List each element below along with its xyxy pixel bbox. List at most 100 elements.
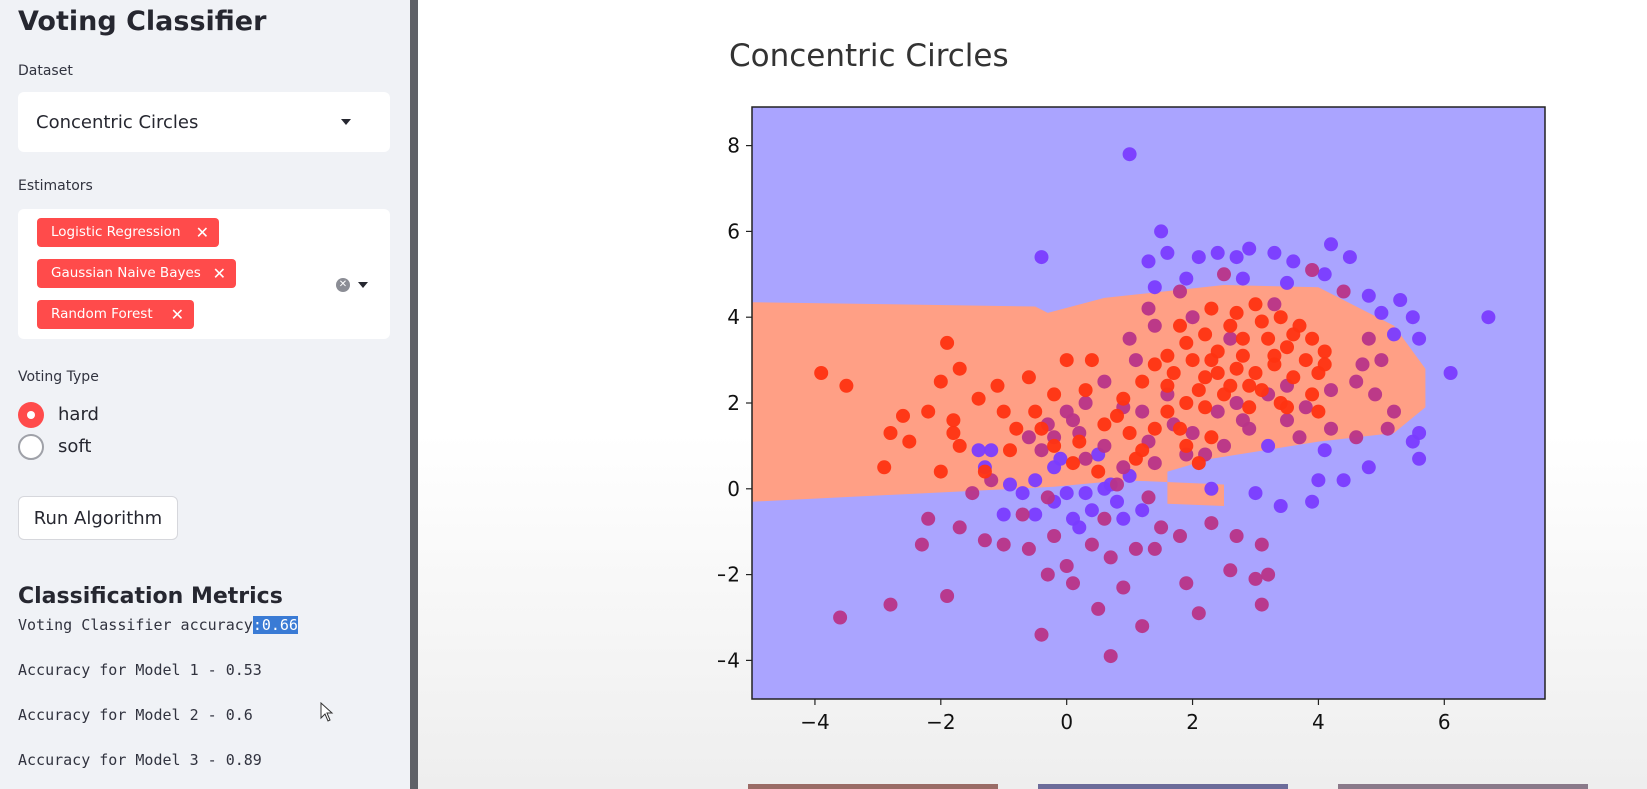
radio-soft-label[interactable]: soft [58,436,92,457]
data-point [1229,396,1244,410]
data-point [1204,430,1219,445]
chevron-down-icon[interactable] [358,282,368,288]
data-point [1273,310,1288,325]
data-point [1135,374,1150,389]
y-tick-label: 6 [727,219,740,243]
data-point [1387,327,1401,342]
data-point [1034,443,1049,458]
data-point [1317,357,1332,372]
x-tick-label: 6 [1438,710,1451,734]
data-point [1084,503,1099,518]
data-point [1059,486,1074,501]
data-point [1078,451,1093,466]
data-point [1021,541,1036,556]
data-point [1374,353,1389,368]
estimators-multiselect[interactable]: Logistic Regression ✕ Gaussian Naive Bay… [18,209,390,339]
data-point [1191,383,1206,398]
data-point [1204,481,1219,496]
data-point [1059,353,1074,368]
data-point [1078,396,1093,410]
data-point [1103,649,1118,664]
clear-icon[interactable]: ✕ [336,278,350,292]
x-tick-label: 0 [1060,710,1073,734]
data-point [1078,486,1093,501]
data-point [1368,387,1383,402]
data-point [1141,301,1156,316]
data-point [1034,627,1049,642]
data-point [1160,378,1175,393]
data-point [839,378,854,393]
data-point [1267,297,1282,312]
data-point [952,438,967,453]
data-point [1091,464,1106,479]
data-point [1380,421,1395,436]
data-point [1280,340,1294,355]
x-tick-label: 2 [1186,710,1199,734]
data-point [984,443,999,458]
x-tick-label: 4 [1312,710,1325,734]
data-point [896,408,910,423]
data-point [971,443,986,458]
data-point [1242,241,1257,256]
data-point [1267,348,1282,363]
data-point [1173,421,1187,436]
main-area: Concentric Circles −4 −2 0 2 4 6 −4 −2 0 2 4 6 8 [418,0,1647,789]
data-point [1015,486,1030,501]
data-point [1223,563,1238,578]
data-point [1254,314,1269,329]
radio-hard-label[interactable]: hard [58,404,99,425]
data-point [1204,301,1219,316]
close-icon[interactable]: ✕ [195,223,209,242]
data-point [1110,494,1124,509]
data-point [1047,438,1062,453]
data-point [1122,426,1137,440]
data-point [1198,400,1213,415]
data-point [914,537,929,552]
data-point [1280,400,1294,415]
data-point [1280,275,1294,290]
data-point [977,464,992,479]
data-point [814,366,829,380]
sidebar-resize-handle[interactable] [410,0,418,789]
x-tick-label: −2 [926,710,955,734]
data-point [1298,400,1313,415]
radio-soft[interactable] [18,434,44,460]
data-point [921,404,936,419]
data-point [1374,305,1389,320]
data-point [1173,284,1187,299]
data-point [1204,516,1219,531]
data-point [1116,460,1131,475]
data-point [1361,331,1376,346]
data-point [1097,374,1112,389]
dataset-select-value: Concentric Circles [36,112,199,133]
dataset-select[interactable]: Concentric Circles [18,92,390,152]
run-algorithm-button[interactable]: Run Algorithm [18,496,178,540]
tab-strip-1 [748,784,998,789]
close-icon[interactable]: ✕ [170,305,184,324]
mouse-cursor-icon [320,702,334,722]
data-point [1311,404,1326,419]
data-point [1443,366,1458,380]
estimator-tag-random-forest: Random Forest ✕ [37,300,194,329]
data-point [1248,366,1263,380]
data-point [1116,580,1131,595]
data-point [1305,331,1320,346]
data-point [1097,438,1112,453]
data-point [1173,529,1187,543]
data-point [1324,237,1338,252]
data-point [1267,245,1282,260]
radio-hard[interactable] [18,402,44,428]
data-point [1223,378,1238,393]
data-point [1135,619,1150,634]
data-point [1084,353,1099,368]
close-icon[interactable]: ✕ [212,264,226,283]
data-point [1242,378,1257,393]
data-point [1412,331,1427,346]
data-point [921,511,936,526]
data-point [1412,451,1427,466]
chevron-down-icon[interactable] [341,119,351,125]
data-point [1110,408,1124,423]
data-point [1273,499,1288,513]
data-point [1040,490,1055,505]
model-2-accuracy: Accuracy for Model 2 - 0.6 [18,706,253,724]
